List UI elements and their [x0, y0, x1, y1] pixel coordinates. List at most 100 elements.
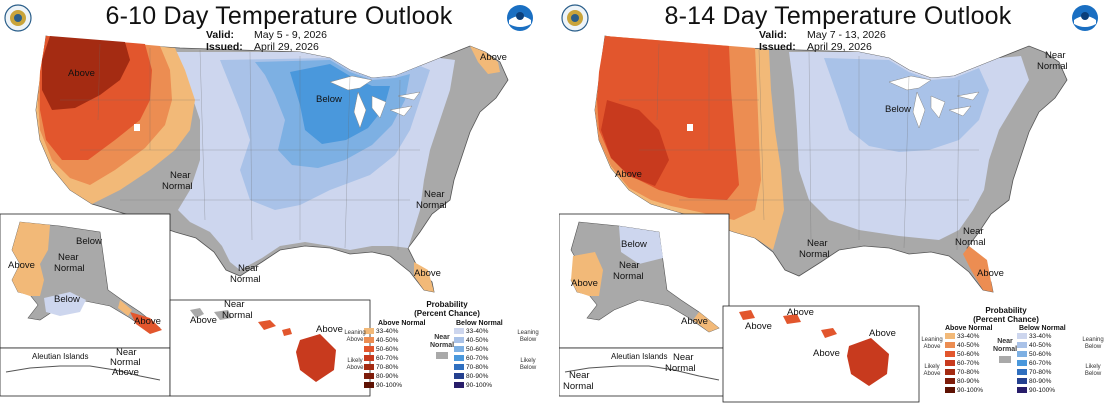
- aleut-near-label: Near: [116, 347, 137, 358]
- state-lines: [619, 43, 979, 251]
- above-word: Above: [346, 337, 364, 343]
- likely-word: Likely: [1085, 364, 1101, 370]
- legend-swatch: [454, 346, 464, 353]
- issued-key: Issued:: [206, 41, 243, 53]
- legend-bin-label: 90-100%: [1029, 387, 1056, 394]
- fl-above-region: [414, 262, 434, 292]
- legend-bin-label: 60-70%: [466, 355, 489, 362]
- likely-word: Likely: [924, 364, 940, 370]
- ak-normal-label: Normal: [613, 271, 644, 282]
- legend-above-head: Above Normal: [378, 320, 426, 327]
- legend-row-below: 40-50%: [454, 336, 503, 345]
- tx-near-label: Near: [238, 263, 259, 274]
- hawaii-inset: [169, 299, 371, 397]
- legend-below-head: Below Normal: [456, 320, 503, 327]
- east-near-label: Near: [424, 189, 445, 200]
- legend-swatch: [945, 387, 955, 394]
- outlook-panel-6-10: Above Above Below Near Normal Near Norma…: [0, 0, 558, 409]
- legend-above: Above Normal 33-40% 40-50% 50-60% 60-70% 70-…: [364, 320, 425, 390]
- legend-swatch: [364, 328, 374, 335]
- legend-row-below: 50-60%: [1017, 350, 1066, 359]
- legend-above-head: Above Normal: [945, 325, 993, 332]
- lake-spot: [134, 124, 140, 131]
- legend-bin-label: 70-80%: [957, 369, 980, 376]
- legend-row-above: 70-80%: [364, 363, 425, 372]
- likely-word: Likely: [520, 358, 536, 364]
- alaska-inset: [559, 213, 730, 349]
- ak-above-label: Above: [571, 278, 598, 289]
- legend-bin-label: 40-50%: [957, 342, 980, 349]
- legend-row-above: 50-60%: [364, 345, 425, 354]
- legend-swatch: [364, 346, 374, 353]
- ak-normal-label: Normal: [54, 263, 85, 274]
- ne-normal-label: Normal: [1037, 61, 1068, 72]
- great-lakes: [888, 75, 980, 129]
- legend-row-above: 90-100%: [364, 381, 425, 390]
- panel-dates: Valid: May 5 - 9, 2026 Issued: April 29, 2…: [206, 29, 327, 53]
- legend-swatch: [1017, 369, 1027, 376]
- legend-leaning-below: Leaning Below: [1079, 337, 1107, 351]
- legend-probability: Probability: [985, 306, 1027, 315]
- legend-row-above: 40-50%: [364, 336, 425, 345]
- legend-row-above: 40-50%: [945, 341, 992, 350]
- legend-row-below: 33-40%: [454, 327, 503, 336]
- legend-bin-label: 80-90%: [957, 378, 980, 385]
- valid-key: Valid:: [759, 29, 788, 41]
- legend-bin-label: 40-50%: [466, 337, 489, 344]
- ak-above2-label: Above: [681, 316, 708, 327]
- east-normal-label: Normal: [416, 200, 447, 211]
- legend-below: Below Normal 33-40% 40-50% 50-60% 60-70% 70-…: [454, 320, 503, 390]
- normal-word: Normal: [430, 342, 455, 349]
- legend-swatch: [1017, 342, 1027, 349]
- legend-bin-label: 60-70%: [957, 360, 980, 367]
- below-label: Below: [885, 104, 911, 115]
- above-word: Above: [923, 344, 941, 350]
- legend-row-above: 80-90%: [364, 372, 425, 381]
- legend-swatch: [1017, 360, 1027, 367]
- legend-swatch: [945, 333, 955, 340]
- near-word: Near: [997, 338, 1013, 345]
- se-normal-label: Normal: [955, 237, 986, 248]
- ne-near-label: Near: [1045, 50, 1066, 61]
- legend-row-below: 80-90%: [1017, 377, 1066, 386]
- outlook-panel-8-14: Near Normal Below Above Near Normal Near…: [559, 0, 1117, 409]
- outlook-map: Near Normal Below Above Near Normal Near…: [559, 35, 1068, 403]
- legend-bin-label: 50-60%: [376, 346, 399, 353]
- legend-likely-below: Likely Below: [514, 358, 542, 372]
- legend-row-above: 50-60%: [945, 350, 992, 359]
- ak-below-label: Below: [621, 239, 647, 250]
- tx-normal-label: Normal: [230, 274, 261, 285]
- ak-below2-label: Below: [54, 294, 80, 305]
- great-lakes: [329, 75, 421, 129]
- hi-above2-label: Above: [316, 324, 343, 335]
- hi-above2-label: Above: [745, 321, 772, 332]
- legend-probability: Probability: [426, 300, 468, 309]
- legend-swatch: [454, 337, 464, 344]
- ne-above-label: Above: [480, 52, 507, 63]
- legend-bin-label: 33-40%: [957, 333, 980, 340]
- legend-near-normal: Near Normal: [430, 334, 454, 359]
- legend-swatch: [364, 337, 374, 344]
- legend-bin-label: 80-90%: [1029, 378, 1052, 385]
- aleutian-label: Aleutian Islands: [32, 352, 88, 361]
- hi-above4-label: Above: [813, 348, 840, 359]
- legend-row-above: 70-80%: [945, 368, 992, 377]
- issued-value: April 29, 2026: [807, 41, 872, 53]
- legend-row-above: 33-40%: [945, 332, 992, 341]
- leaning-word: Leaning: [517, 330, 539, 336]
- legend-bin-label: 60-70%: [1029, 360, 1052, 367]
- ak-above2-label: Above: [134, 316, 161, 327]
- below-label: Below: [316, 94, 342, 105]
- aleut-normal2-label: Normal: [563, 381, 594, 392]
- legend-row-below: 60-70%: [1017, 359, 1066, 368]
- issued-value: April 29, 2026: [254, 41, 319, 53]
- fl-above-label: Above: [414, 268, 441, 279]
- panel-title: 8-14 Day Temperature Outlook: [664, 2, 1012, 30]
- normal-word: Normal: [993, 346, 1018, 353]
- legend-swatch: [454, 364, 464, 371]
- se-near-label: Near: [963, 226, 984, 237]
- valid-value: May 5 - 9, 2026: [254, 29, 327, 41]
- legend-bin-label: 90-100%: [466, 382, 493, 389]
- above-region-core: [601, 100, 669, 186]
- legend-bin-label: 50-60%: [1029, 351, 1052, 358]
